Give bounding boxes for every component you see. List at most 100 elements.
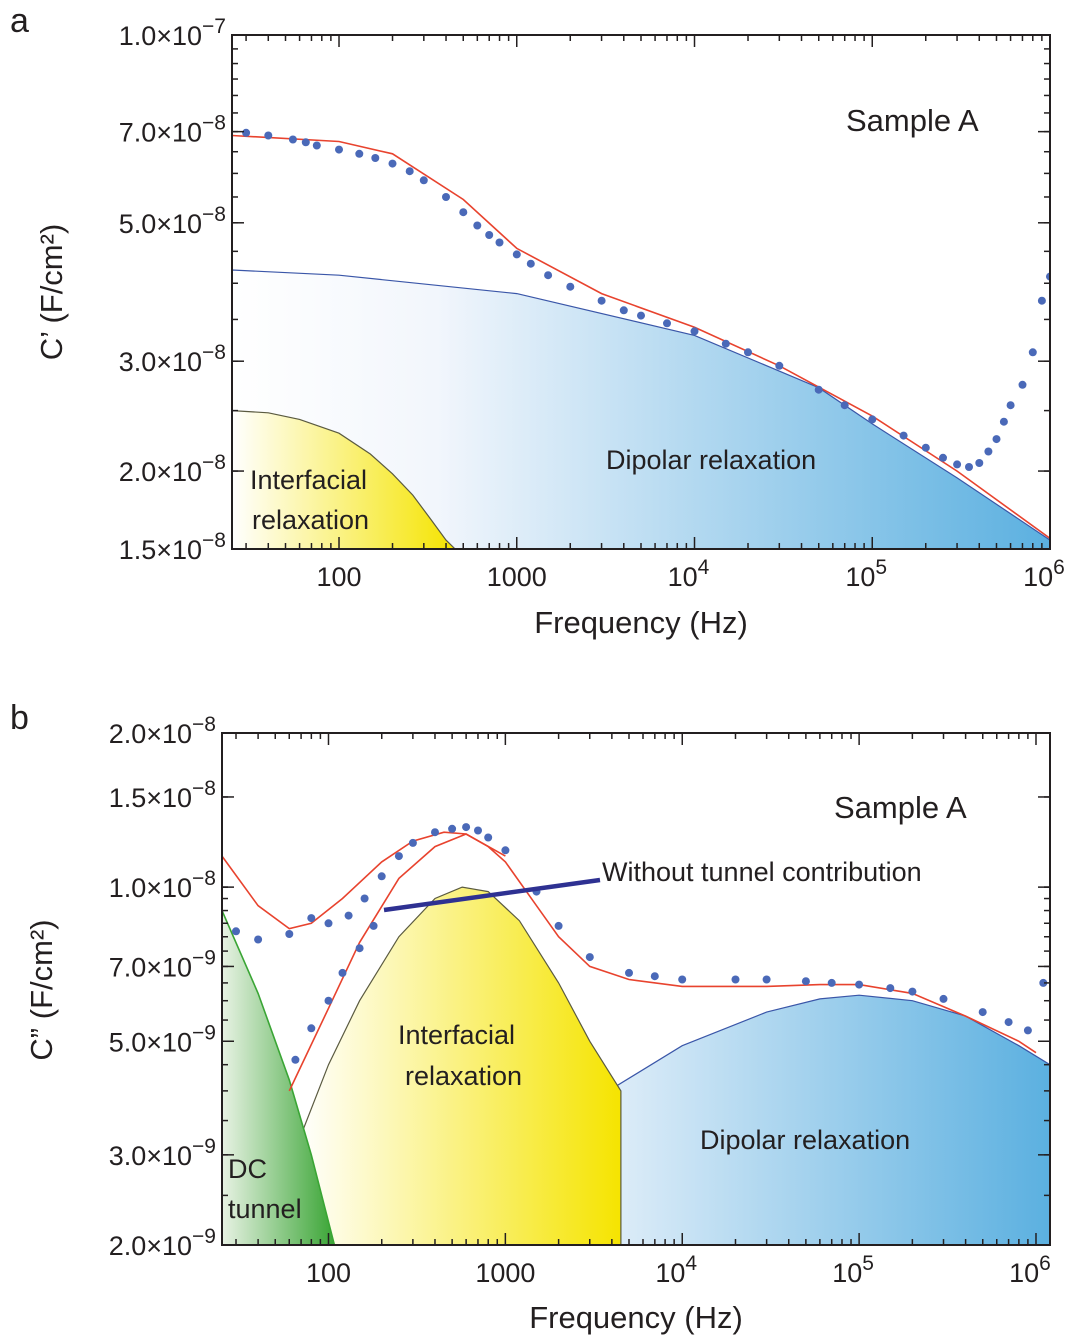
data-point xyxy=(301,138,310,147)
data-point xyxy=(992,435,1001,444)
x-tick-label: 1000 xyxy=(475,1258,535,1288)
y-axis-title-b: C” (F/cm²) xyxy=(24,919,59,1060)
data-point xyxy=(360,894,369,903)
data-point xyxy=(495,238,504,247)
data-point xyxy=(855,980,864,989)
data-point xyxy=(377,872,386,881)
data-point xyxy=(1018,380,1027,389)
data-point xyxy=(405,167,414,176)
data-point xyxy=(388,159,397,168)
data-point xyxy=(394,852,403,861)
y-tick-label: 1.0×10−8 xyxy=(109,867,216,903)
data-point xyxy=(419,176,428,185)
x-tick-label: 105 xyxy=(845,556,887,592)
interfacial-relaxation-region-b xyxy=(298,886,622,1245)
fit-curve-b xyxy=(222,831,1037,1054)
data-point xyxy=(585,953,594,962)
data-point xyxy=(814,385,823,394)
sample-label-b: Sample A xyxy=(834,790,967,825)
data-point xyxy=(801,977,810,986)
y-tick-label: 1.5×10−8 xyxy=(119,529,226,565)
data-point xyxy=(939,453,947,462)
data-point xyxy=(242,128,251,137)
y-tick-label: 3.0×10−9 xyxy=(109,1135,216,1171)
data-point xyxy=(462,823,471,832)
data-point xyxy=(369,921,378,930)
panel-letter-a: a xyxy=(10,2,29,40)
y-axis-title-a: C’ (F/cm²) xyxy=(34,224,69,361)
x-tick-label: 104 xyxy=(668,556,710,592)
data-point xyxy=(544,271,553,280)
data-point xyxy=(1039,978,1048,987)
sample-label-a: Sample A xyxy=(846,103,979,138)
data-points-b xyxy=(232,823,1048,1064)
x-ticks-a: 100 1000 104 105 106 xyxy=(245,35,1065,592)
data-point xyxy=(232,927,240,936)
y-tick-label: 5.0×10−9 xyxy=(109,1021,216,1057)
data-point xyxy=(484,833,493,842)
y-tick-label: 5.0×10−8 xyxy=(119,203,226,239)
y-tick-label: 2.0×10−9 xyxy=(109,1225,216,1261)
x-axis-title-b: Frequency (Hz) xyxy=(529,1300,743,1335)
data-point xyxy=(312,141,321,150)
data-point xyxy=(473,221,482,230)
data-point xyxy=(953,460,962,469)
data-point xyxy=(637,311,645,320)
y-tick-label: 2.0×10−8 xyxy=(109,713,216,749)
data-point xyxy=(291,1055,300,1064)
data-point xyxy=(939,994,948,1003)
dc-tunnel-label-line1: DC xyxy=(228,1154,267,1184)
data-point xyxy=(827,978,836,987)
data-point xyxy=(344,911,353,920)
data-point xyxy=(512,250,521,259)
data-point xyxy=(501,846,510,855)
data-point xyxy=(975,459,984,467)
data-point xyxy=(307,1024,316,1033)
x-tick-label: 104 xyxy=(655,1252,697,1288)
data-point xyxy=(840,401,849,410)
y-tick-label: 7.0×10−8 xyxy=(119,112,226,148)
data-point xyxy=(355,944,364,953)
dc-tunnel-label-line2: tunnel xyxy=(228,1194,302,1224)
data-point xyxy=(984,447,993,456)
data-point xyxy=(554,921,563,930)
y-tick-label: 2.0×10−8 xyxy=(119,451,226,487)
data-point xyxy=(264,131,273,140)
data-point xyxy=(1028,348,1037,357)
data-point xyxy=(921,443,930,452)
data-point xyxy=(254,935,263,944)
data-point xyxy=(1037,296,1046,305)
data-point xyxy=(978,1008,987,1017)
data-point xyxy=(442,193,450,201)
x-tick-label: 100 xyxy=(306,1258,351,1288)
plot-area-b xyxy=(222,823,1050,1245)
y-tick-label: 3.0×10−8 xyxy=(119,341,226,377)
plot-area-a xyxy=(232,128,1050,549)
data-point xyxy=(474,826,482,835)
data-point xyxy=(324,919,333,928)
data-point xyxy=(619,306,628,315)
annotation-pointer-line xyxy=(383,877,601,913)
data-point xyxy=(721,339,730,348)
x-tick-label: 100 xyxy=(316,562,361,592)
data-point xyxy=(999,417,1008,426)
data-points-a xyxy=(242,128,1050,471)
data-point xyxy=(338,968,347,977)
data-point xyxy=(307,914,316,923)
dc-tunnel-region-b xyxy=(222,910,336,1245)
data-point xyxy=(965,463,973,471)
fit-curve-without-tunnel-b xyxy=(288,833,506,1092)
data-point xyxy=(762,975,771,984)
x-tick-label: 106 xyxy=(1023,556,1065,592)
panel-b: b 100 1000 104 105 106 2.0×10−8 1.5×10−8 1.0×1… xyxy=(10,699,1051,1335)
data-point xyxy=(908,987,917,996)
data-point xyxy=(408,838,417,847)
data-point xyxy=(1004,1018,1013,1027)
interfacial-relaxation-region-a xyxy=(232,409,456,549)
data-point xyxy=(431,828,439,837)
panel-a: a 100 1000 104 105 106 1.0×10−7 7.0×10−8 5.0×1… xyxy=(10,2,1065,640)
data-point xyxy=(678,975,687,984)
data-point xyxy=(663,319,671,328)
data-point xyxy=(526,259,535,268)
